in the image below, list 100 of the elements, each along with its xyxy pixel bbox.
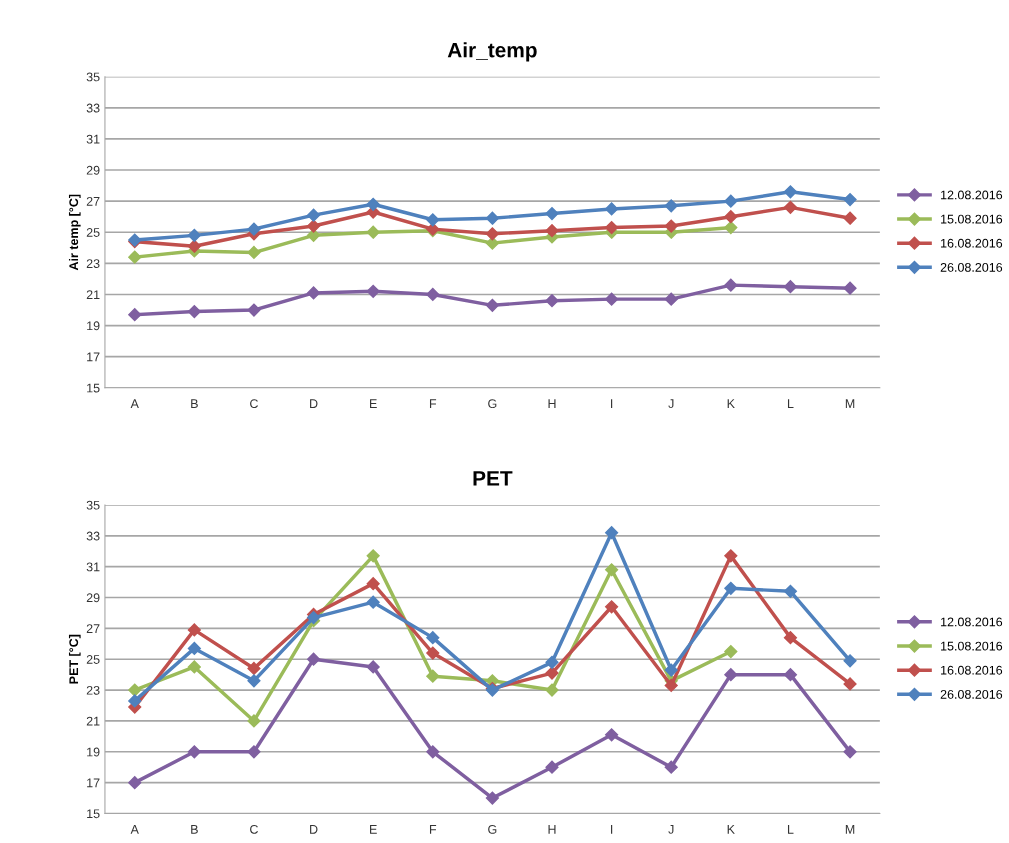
x-tick-label: B: [191, 825, 198, 834]
point: [545, 206, 559, 221]
point: [783, 584, 798, 598]
point: [187, 239, 201, 253]
x-tick-label: A: [130, 825, 139, 834]
point: [485, 227, 499, 241]
point: [306, 219, 321, 233]
legend-label: 12.08.2016: [941, 617, 1003, 627]
x-tick-label: L: [787, 399, 794, 408]
x-tick-label: D: [310, 399, 318, 408]
y-tick-label: 21: [86, 716, 100, 726]
y-tick-label: 29: [86, 593, 100, 603]
x-tick-label: F: [429, 825, 437, 834]
point: [306, 652, 321, 666]
point: [247, 745, 261, 759]
y-tick-label: 17: [87, 778, 100, 788]
point: [187, 228, 201, 242]
point: [426, 213, 440, 227]
point: [187, 304, 201, 319]
point: [605, 728, 619, 742]
point: [783, 280, 798, 294]
legend-label: 26.08.2016: [940, 689, 1003, 699]
legend-label: 12.08.2016: [941, 190, 1003, 200]
point: [366, 225, 380, 239]
point: [366, 660, 380, 674]
x-tick-label: K: [727, 399, 735, 408]
x-tick-label: H: [548, 399, 556, 408]
y-tick-label: 31: [86, 134, 100, 144]
x-tick-label: G: [488, 399, 497, 409]
point: [724, 210, 738, 224]
y-tick-label: 19: [87, 747, 100, 757]
point: [306, 208, 321, 222]
y-axis-title: PET [°C]: [68, 634, 81, 684]
y-tick-label: 17: [87, 352, 100, 362]
point: [783, 631, 798, 645]
point: [724, 668, 738, 682]
point: [724, 549, 738, 563]
legend-label: 15.08.2016: [941, 214, 1003, 224]
point: [306, 286, 321, 300]
point: [366, 197, 380, 211]
x-tick-label: G: [488, 824, 497, 834]
x-tick-label: E: [370, 399, 377, 408]
point: [783, 668, 798, 682]
point: [664, 760, 678, 774]
legend-label: 16.08.2016: [941, 238, 1003, 248]
point: [247, 303, 261, 317]
x-tick-label: K: [727, 825, 735, 834]
point: [843, 211, 857, 225]
point: [485, 211, 499, 225]
point: [783, 200, 798, 214]
point: [545, 294, 559, 308]
point: [485, 791, 499, 805]
point: [724, 194, 738, 208]
point: [366, 549, 380, 563]
x-tick-label: A: [130, 399, 139, 408]
point: [426, 631, 440, 645]
point: [605, 600, 619, 614]
point: [247, 661, 261, 676]
point: [664, 678, 678, 693]
point: [605, 202, 619, 216]
point: [724, 278, 738, 292]
point: [426, 669, 440, 683]
x-tick-label: D: [310, 825, 318, 834]
point: [545, 655, 559, 669]
point: [605, 526, 619, 540]
x-tick-label: H: [548, 825, 556, 834]
x-tick-label: J: [668, 399, 674, 409]
point: [605, 220, 619, 235]
y-tick-label: 33: [86, 103, 100, 113]
y-tick-label: 27: [86, 624, 100, 633]
point: [605, 292, 619, 306]
point: [128, 776, 142, 790]
point: [366, 595, 380, 609]
legend-label: 15.08.2016: [941, 641, 1003, 651]
point: [247, 714, 261, 728]
y-tick-label: 23: [86, 685, 100, 695]
point: [187, 623, 201, 637]
point: [366, 577, 380, 591]
x-tick-label: C: [250, 399, 258, 409]
x-tick-label: I: [611, 825, 613, 834]
point: [664, 219, 678, 233]
point: [128, 308, 142, 322]
y-tick-label: 21: [86, 290, 100, 299]
point: [605, 563, 619, 577]
x-tick-label: J: [668, 825, 674, 834]
chart-title: PET: [473, 471, 513, 486]
point: [426, 646, 440, 660]
y-tick-label: 15: [87, 809, 100, 819]
x-tick-label: M: [845, 825, 855, 834]
y-tick-label: 31: [86, 562, 100, 572]
y-tick-label: 25: [86, 228, 100, 237]
y-tick-label: 35: [86, 72, 100, 82]
x-tick-label: C: [250, 824, 258, 834]
y-tick-label: 23: [86, 259, 100, 269]
point: [545, 224, 559, 238]
point: [724, 644, 738, 659]
legend-label: 26.08.2016: [940, 262, 1003, 272]
x-tick-label: F: [429, 399, 437, 408]
point: [247, 674, 261, 688]
point: [128, 694, 142, 708]
